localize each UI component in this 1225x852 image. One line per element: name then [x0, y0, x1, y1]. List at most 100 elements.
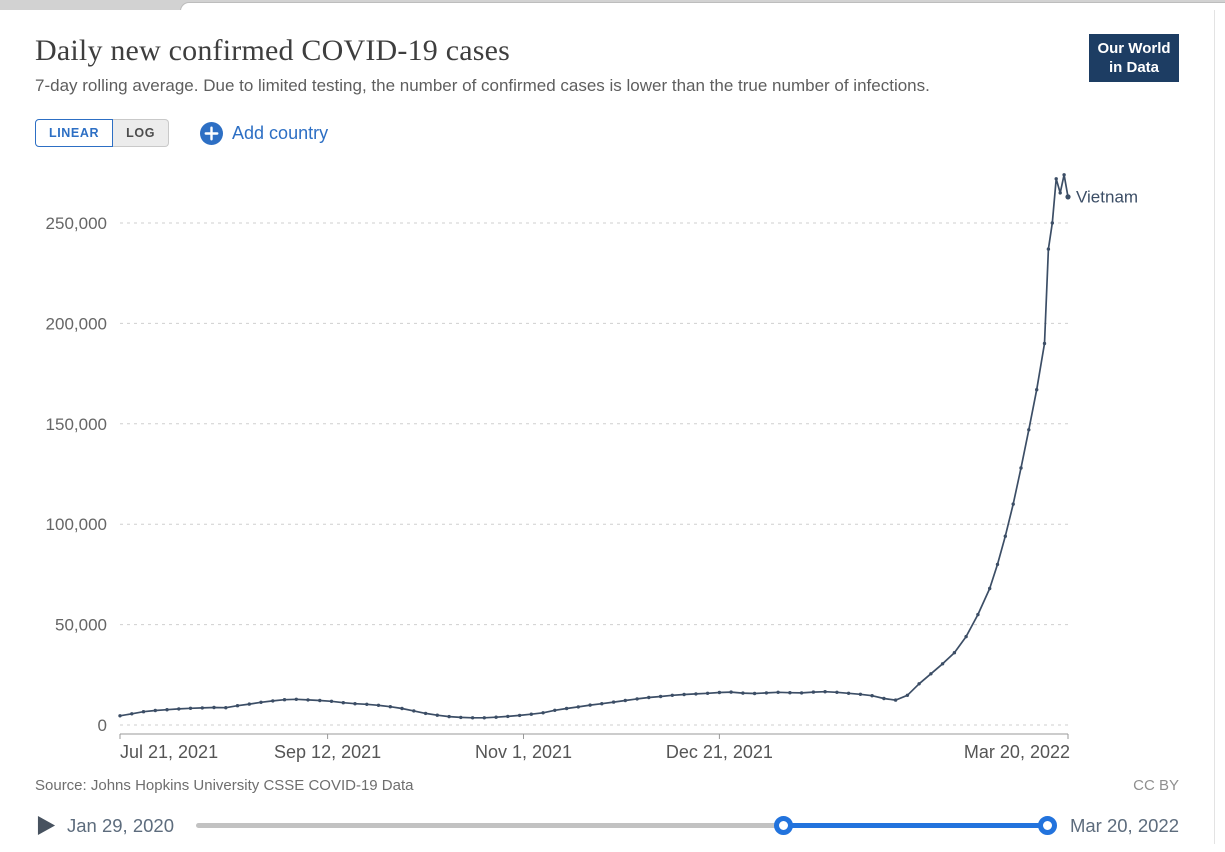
data-point	[153, 708, 157, 713]
linear-scale-button[interactable]: LINEAR	[35, 118, 114, 148]
data-point	[1035, 388, 1039, 392]
y-tick-label: 200,000	[46, 314, 107, 333]
data-point	[1046, 247, 1051, 251]
data-point	[235, 704, 240, 708]
data-point	[118, 714, 122, 718]
data-point	[459, 715, 463, 720]
data-point	[576, 705, 580, 709]
data-point	[1042, 341, 1047, 346]
slider-active-range[interactable]	[783, 823, 1048, 829]
data-point	[952, 651, 957, 655]
data-point	[318, 698, 322, 703]
series-end-point	[1065, 194, 1071, 200]
data-point	[694, 692, 698, 696]
data-point	[529, 712, 533, 716]
data-point	[1050, 221, 1055, 225]
data-point	[141, 710, 146, 714]
data-point	[435, 713, 439, 717]
data-point	[1003, 534, 1007, 538]
data-point	[553, 708, 557, 713]
data-point	[1054, 177, 1058, 181]
data-point	[353, 702, 357, 706]
source-line: Source: Johns Hopkins University CSSE CO…	[35, 777, 414, 794]
logo-line1: Our World	[1097, 39, 1171, 57]
chart-controls: LINEAR LOG Add country	[35, 118, 1214, 148]
page-subtitle: 7-day rolling average. Due to limited te…	[35, 76, 930, 95]
data-point	[882, 696, 886, 701]
log-scale-button[interactable]: LOG	[113, 118, 170, 148]
data-point	[259, 700, 263, 705]
x-tick-label: Nov 1, 2021	[475, 742, 572, 762]
plus-icon	[200, 121, 224, 145]
data-point	[294, 697, 298, 702]
data-point	[388, 705, 392, 709]
chart-footer: Source: Johns Hopkins University CSSE CO…	[0, 777, 1214, 794]
play-button[interactable]	[35, 815, 57, 837]
embed-tab-corner	[180, 2, 1225, 11]
data-point	[470, 716, 475, 720]
data-point	[823, 690, 827, 694]
data-point	[365, 702, 369, 707]
add-country-label: Add country	[232, 122, 329, 143]
data-point	[705, 691, 710, 696]
data-point	[623, 698, 627, 703]
line-chart[interactable]: 0 50,000 100,000 150,000 200,000 250,000 Jul 2…	[0, 161, 1190, 773]
x-tick-label: Sep 12, 2021	[274, 742, 381, 762]
data-point	[224, 706, 228, 710]
data-point	[670, 693, 674, 698]
data-point	[564, 706, 569, 711]
add-country-button[interactable]: Add country	[200, 121, 329, 145]
y-tick-label: 50,000	[55, 616, 107, 635]
data-point	[929, 672, 933, 676]
data-point	[423, 711, 428, 716]
data-point	[846, 691, 851, 696]
scale-toggle: LINEAR LOG	[35, 118, 170, 148]
data-point	[329, 699, 334, 704]
data-point	[647, 695, 651, 700]
data-point	[482, 716, 486, 720]
data-point	[776, 690, 780, 695]
browser-chrome-strip	[0, 0, 1225, 11]
data-point	[976, 612, 980, 617]
slider-handle-end[interactable]	[1038, 816, 1058, 836]
y-tick-label: 150,000	[46, 415, 107, 434]
slider-handle-start[interactable]	[774, 816, 794, 836]
data-point	[658, 694, 663, 699]
data-point	[600, 702, 604, 706]
data-point	[858, 692, 863, 697]
data-point	[940, 662, 945, 666]
data-point	[1011, 502, 1015, 506]
data-point	[282, 698, 287, 702]
cc-by-link[interactable]: CC BY	[1133, 777, 1179, 795]
data-point	[541, 711, 545, 715]
header-text: Daily new confirmed COVID-19 cases 7-day…	[35, 34, 930, 97]
timeline-slider[interactable]	[195, 816, 1058, 836]
data-point	[506, 714, 510, 719]
source-link[interactable]: Johns Hopkins University CSSE COVID-19 D…	[90, 777, 414, 795]
owid-logo[interactable]: Our World in Data	[1089, 34, 1179, 82]
data-point	[188, 706, 193, 711]
data-point	[212, 705, 216, 710]
data-point	[271, 699, 275, 703]
data-point	[1058, 191, 1062, 195]
data-point	[635, 697, 639, 701]
data-point	[729, 690, 733, 694]
data-point	[341, 701, 345, 705]
slider-track[interactable]	[195, 823, 1048, 829]
x-tick-label: Mar 20, 2022	[964, 742, 1070, 762]
data-point	[306, 698, 310, 702]
timeline-start-date[interactable]: Jan 29, 2020	[67, 815, 174, 837]
data-point	[682, 692, 686, 697]
data-point	[1027, 428, 1031, 432]
page-title: Daily new confirmed COVID-19 cases	[35, 34, 510, 67]
data-point	[741, 691, 745, 695]
data-point	[611, 700, 616, 704]
timeline: Jan 29, 2020 Mar 20, 2022	[0, 808, 1214, 844]
source-prefix: Source:	[35, 777, 87, 795]
data-point	[799, 691, 804, 695]
data-point	[870, 694, 874, 698]
data-point	[717, 690, 722, 695]
timeline-end-date[interactable]: Mar 20, 2022	[1069, 815, 1179, 837]
x-tick-label: Jul 21, 2021	[120, 742, 218, 762]
data-point	[1019, 466, 1023, 470]
